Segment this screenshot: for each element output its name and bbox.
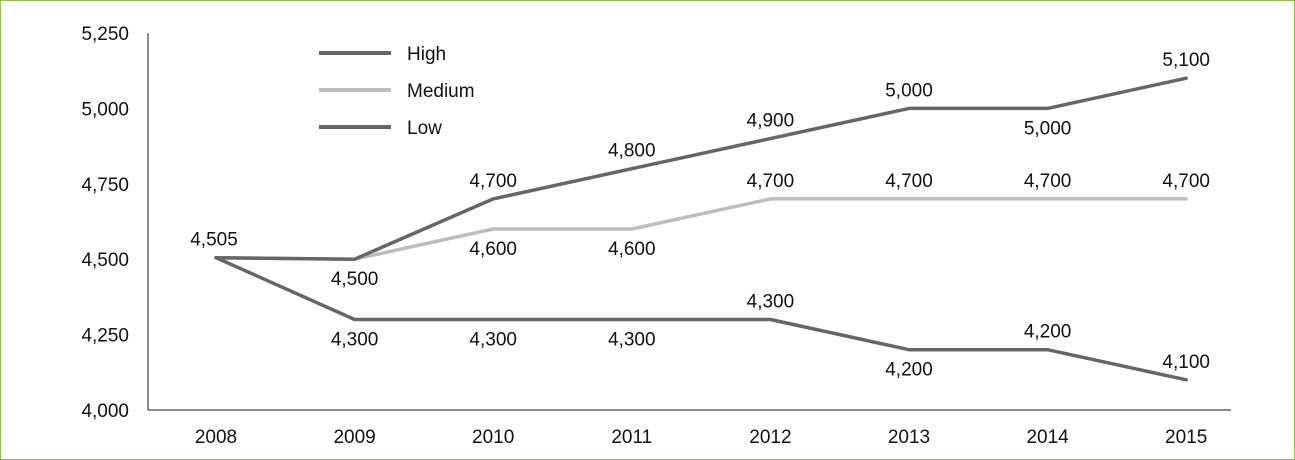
x-tick-label: 2012: [749, 427, 791, 448]
y-tick-label: 4,750: [81, 175, 129, 196]
data-label-high: 5,100: [1162, 50, 1210, 71]
data-label-low: 4,300: [608, 330, 656, 351]
series-line-low: [214, 255, 1188, 382]
data-label-high: 4,700: [469, 171, 517, 192]
data-label-medium: 4,700: [747, 171, 795, 192]
y-tick-label: 5,000: [81, 99, 129, 120]
data-label-high: 4,900: [747, 111, 795, 132]
data-label-low: 4,200: [1024, 322, 1072, 343]
data-label-high: 5,000: [1024, 118, 1072, 139]
data-label-low: 4,300: [331, 330, 379, 351]
series-lines: [214, 76, 1188, 382]
x-tick-label: 2011: [611, 427, 652, 448]
series-line-medium: [214, 197, 1188, 261]
data-labels: 4,505 4,700 4,800 4,900 5,000 5,000 5,100 4,500…: [190, 50, 1210, 380]
legend-label-high: High: [407, 44, 446, 65]
data-label-medium: 4,600: [469, 239, 517, 260]
data-label-medium: 4,700: [1024, 171, 1072, 192]
x-tick-label: 2010: [472, 427, 514, 448]
y-tick-label: 4,500: [81, 250, 129, 271]
axes: 4,000 4,250 4,500 4,750 5,000 5,250 2008 2009 20…: [81, 24, 1231, 448]
data-label-medium: 4,700: [1162, 171, 1210, 192]
data-label-low: 4,300: [747, 292, 795, 313]
data-label-high: 5,000: [885, 80, 933, 101]
data-label-medium: 4,500: [331, 269, 379, 290]
data-label-high: 4,505: [190, 230, 238, 251]
data-label-medium: 4,700: [885, 171, 933, 192]
legend-label-low: Low: [407, 118, 442, 139]
x-tick-label: 2015: [1165, 427, 1207, 448]
y-tick-label: 4,250: [81, 326, 129, 347]
data-label-low: 4,200: [885, 360, 933, 381]
legend: High Medium Low: [319, 44, 475, 139]
x-tick-label: 2008: [195, 427, 237, 448]
y-tick-label: 5,250: [81, 24, 129, 45]
data-label-low: 4,300: [469, 330, 517, 351]
x-tick-label: 2013: [888, 427, 930, 448]
legend-label-medium: Medium: [407, 81, 475, 102]
series-line-high: [214, 76, 1188, 261]
data-label-medium: 4,600: [608, 239, 656, 260]
x-tick-label: 2014: [1026, 427, 1069, 448]
y-tick-label: 4,000: [81, 401, 129, 422]
data-label-low: 4,100: [1162, 352, 1210, 373]
data-label-high: 4,800: [608, 141, 656, 162]
x-tick-label: 2009: [333, 427, 375, 448]
